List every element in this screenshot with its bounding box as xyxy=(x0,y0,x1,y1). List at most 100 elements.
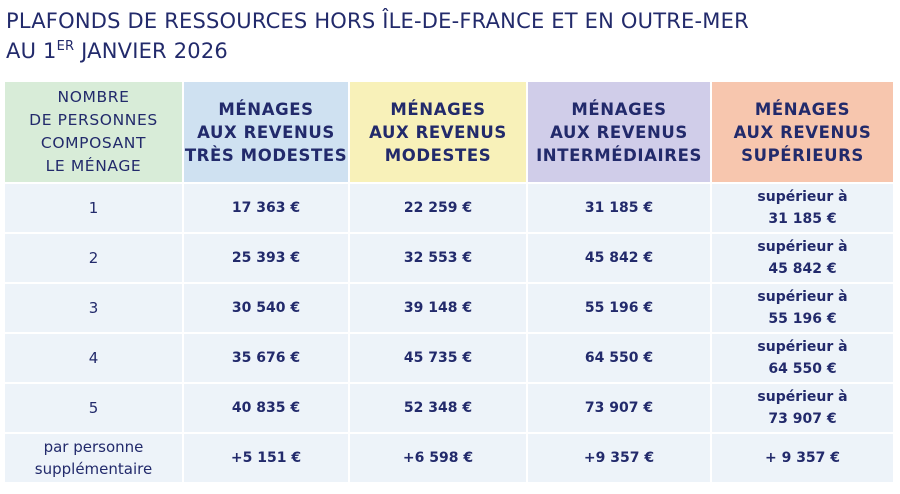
row-label: 3 xyxy=(5,284,182,332)
cell: 35 676 € xyxy=(184,334,348,382)
cell-line: 35 676 € xyxy=(231,350,301,366)
cell: supérieur à 31 185 € xyxy=(712,184,893,232)
cell: +5 151 € xyxy=(184,434,348,482)
cell-line: +6 598 € xyxy=(402,450,474,466)
table: NOMBRE DE PERSONNES COMPOSANT LE MÉNAGE MÉNA… xyxy=(3,80,895,484)
cell: 31 185 € xyxy=(528,184,710,232)
row-label: par personne supplémentaire xyxy=(5,434,182,482)
cell-line: 31 185 € xyxy=(584,200,654,216)
cell: supérieur à 73 907 € xyxy=(712,384,893,432)
cell-line: 3 xyxy=(88,299,99,317)
title-line: AU 1ER JANVIER 2026 xyxy=(6,36,749,66)
cell-line: 1 xyxy=(88,199,99,217)
cell-line: SUPÉRIEURS xyxy=(741,145,864,165)
cell: 30 540 € xyxy=(184,284,348,332)
cell: supérieur à 55 196 € xyxy=(712,284,893,332)
cell-line: 73 907 € xyxy=(768,411,837,427)
cell-line: 45 735 € xyxy=(403,350,473,366)
title: PLAFONDS DE RESSOURCES HORS ÎLE-DE-FRANC… xyxy=(6,6,749,66)
cell-line: INTERMÉDIAIRES xyxy=(536,145,702,165)
header-row: NOMBRE DE PERSONNES COMPOSANT LE MÉNAGE MÉNA… xyxy=(5,82,893,182)
cell-line: 30 540 € xyxy=(231,300,301,316)
cell-line: DE PERSONNES xyxy=(29,111,158,129)
header-cell: MÉNAGES AUX REVENUS TRÈS MODESTES xyxy=(184,82,348,182)
cell: 55 196 € xyxy=(528,284,710,332)
table-row: 3 30 540 € 39 148 € 55 196 € supérieur à 55 1… xyxy=(5,284,893,332)
row-label: 2 xyxy=(5,234,182,282)
cell-line: supplémentaire xyxy=(34,460,153,478)
cell-line: 52 348 € xyxy=(403,400,473,416)
cell-line: AUX REVENUS xyxy=(550,122,688,142)
table-row: 5 40 835 € 52 348 € 73 907 € supérieur à 73 9… xyxy=(5,384,893,432)
cell: 45 735 € xyxy=(350,334,526,382)
cell-line: + 9 357 € xyxy=(764,450,841,466)
cell-line: MÉNAGES xyxy=(390,99,486,119)
header-cell: NOMBRE DE PERSONNES COMPOSANT LE MÉNAGE xyxy=(5,82,182,182)
title-text: AU 1 xyxy=(6,39,57,63)
cell-line: 73 907 € xyxy=(584,400,654,416)
cell-line: TRÈS MODESTES xyxy=(184,145,348,165)
cell-line: 39 148 € xyxy=(403,300,473,316)
cell-line: AUX REVENUS xyxy=(369,122,507,142)
cell-line: 25 393 € xyxy=(231,250,301,266)
title-sup: ER xyxy=(56,39,75,54)
row-label: 4 xyxy=(5,334,182,382)
cell: supérieur à 45 842 € xyxy=(712,234,893,282)
cell-line: supérieur à xyxy=(757,389,848,405)
cell-line: 31 185 € xyxy=(768,211,837,227)
header-cell: MÉNAGES AUX REVENUS INTERMÉDIAIRES xyxy=(528,82,710,182)
cell-line: 17 363 € xyxy=(231,200,301,216)
cell-line: 64 550 € xyxy=(584,350,654,366)
cell-line: 2 xyxy=(88,249,99,267)
cell: 52 348 € xyxy=(350,384,526,432)
cell-line: 45 842 € xyxy=(584,250,654,266)
cell-line: 45 842 € xyxy=(768,261,837,277)
cell-line: 55 196 € xyxy=(584,300,654,316)
cell-line: 64 550 € xyxy=(768,361,837,377)
cell-line: AUX REVENUS xyxy=(197,122,335,142)
cell-line: supérieur à xyxy=(757,289,848,305)
cell-line: supérieur à xyxy=(757,339,848,355)
header-cell: MÉNAGES AUX REVENUS SUPÉRIEURS xyxy=(712,82,893,182)
cell: +9 357 € xyxy=(528,434,710,482)
table-row: 1 17 363 € 22 259 € 31 185 € supérieur à 31 1… xyxy=(5,184,893,232)
cell: 64 550 € xyxy=(528,334,710,382)
cell-line: +9 357 € xyxy=(583,450,655,466)
cell: 40 835 € xyxy=(184,384,348,432)
cell-line: 5 xyxy=(88,399,99,417)
table-body: 1 17 363 € 22 259 € 31 185 € supérieur à 31 1… xyxy=(5,184,893,482)
table-row: 2 25 393 € 32 553 € 45 842 € supérieur à 45 8… xyxy=(5,234,893,282)
cell-line: +5 151 € xyxy=(230,450,302,466)
table-row: par personne supplémentaire +5 151 € +6 598… xyxy=(5,434,893,482)
cell-line: MÉNAGES xyxy=(218,99,314,119)
cell-line: supérieur à xyxy=(757,189,848,205)
row-label: 1 xyxy=(5,184,182,232)
cell: 17 363 € xyxy=(184,184,348,232)
title-line: PLAFONDS DE RESSOURCES HORS ÎLE-DE-FRANC… xyxy=(6,9,749,33)
title-text: JANVIER 2026 xyxy=(81,39,228,63)
cell-line: par personne xyxy=(43,438,144,456)
row-label: 5 xyxy=(5,384,182,432)
cell-line: 4 xyxy=(88,349,99,367)
cell: 32 553 € xyxy=(350,234,526,282)
cell: 39 148 € xyxy=(350,284,526,332)
cell-line: AUX REVENUS xyxy=(733,122,872,142)
table-header: NOMBRE DE PERSONNES COMPOSANT LE MÉNAGE MÉNA… xyxy=(5,82,893,182)
cell-line: NOMBRE xyxy=(57,88,130,106)
cell: + 9 357 € xyxy=(712,434,893,482)
cell-line: MÉNAGES xyxy=(754,99,851,119)
cell-line: MÉNAGES xyxy=(571,99,667,119)
cell: 73 907 € xyxy=(528,384,710,432)
cell-line: 32 553 € xyxy=(403,250,473,266)
cell: 45 842 € xyxy=(528,234,710,282)
cell: +6 598 € xyxy=(350,434,526,482)
cell-line: 55 196 € xyxy=(768,311,837,327)
cell-line: supérieur à xyxy=(757,239,848,255)
cell-line: MODESTES xyxy=(384,145,492,165)
cell: 25 393 € xyxy=(184,234,348,282)
cell-line: 40 835 € xyxy=(231,400,301,416)
header-cell: MÉNAGES AUX REVENUS MODESTES xyxy=(350,82,526,182)
cell-line: COMPOSANT xyxy=(40,134,147,152)
cell-line: 22 259 € xyxy=(403,200,473,216)
